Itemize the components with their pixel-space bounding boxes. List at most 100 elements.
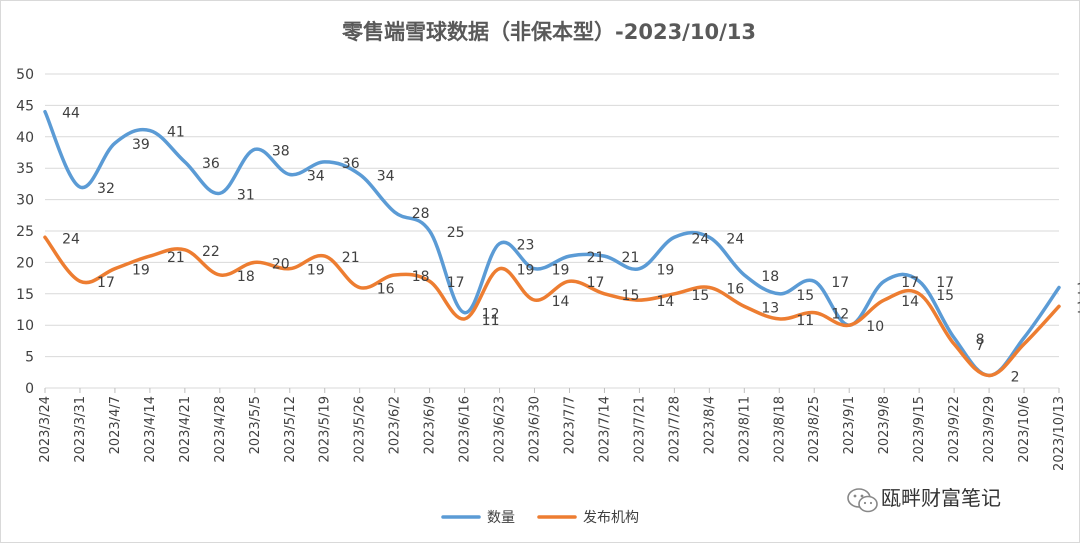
data-label: 41 bbox=[167, 125, 185, 141]
x-tick-label: 2023/3/24 bbox=[38, 396, 53, 463]
data-label: 12 bbox=[831, 307, 849, 323]
data-label: 44 bbox=[62, 106, 80, 122]
watermark-text: 瓯畔财富笔记 bbox=[881, 486, 1001, 510]
x-tick-label: 2023/6/9 bbox=[423, 396, 438, 454]
x-tick-label: 2023/4/7 bbox=[108, 396, 123, 454]
y-tick-label: 15 bbox=[16, 287, 34, 303]
data-label: 18 bbox=[761, 269, 779, 285]
y-tick-label: 20 bbox=[16, 255, 34, 271]
x-axis: 2023/3/24 2023/3/31 2023/4/7 2023/4/14 2023/… bbox=[38, 388, 1067, 471]
data-label: 19 bbox=[307, 263, 325, 279]
x-tick-label: 2023/9/15 bbox=[912, 396, 927, 463]
data-label: 15 bbox=[622, 288, 640, 304]
data-label: 11 bbox=[482, 313, 500, 329]
data-label: 25 bbox=[447, 225, 465, 241]
data-label: 24 bbox=[62, 231, 80, 247]
data-label: 22 bbox=[202, 244, 220, 260]
x-tick-label: 2023/5/26 bbox=[353, 396, 368, 463]
series-line-count bbox=[43, 109, 1061, 378]
x-tick-label: 2023/5/5 bbox=[248, 396, 263, 454]
x-tick-label: 2023/10/13 bbox=[1052, 396, 1067, 471]
data-label: 32 bbox=[97, 181, 115, 197]
data-label: 17 bbox=[97, 275, 115, 291]
data-label: 19 bbox=[552, 263, 570, 279]
data-label: 18 bbox=[412, 269, 430, 285]
legend-label: 发布机构 bbox=[583, 510, 639, 526]
x-tick-label: 2023/3/31 bbox=[73, 396, 88, 463]
data-label: 21 bbox=[342, 250, 360, 266]
data-label: 24 bbox=[691, 231, 709, 247]
data-label: 14 bbox=[901, 294, 919, 310]
x-tick-label: 2023/4/21 bbox=[178, 396, 193, 463]
x-tick-label: 2023/8/11 bbox=[737, 396, 752, 463]
data-label: 7 bbox=[976, 338, 985, 354]
data-label: 15 bbox=[691, 288, 709, 304]
data-label: 36 bbox=[202, 156, 220, 172]
x-tick-label: 2023/6/23 bbox=[493, 396, 508, 463]
y-tick-label: 0 bbox=[25, 381, 34, 397]
data-label: 24 bbox=[726, 231, 744, 247]
data-label: 17 bbox=[447, 275, 465, 291]
x-tick-label: 2023/4/14 bbox=[143, 396, 158, 463]
data-label: 14 bbox=[656, 294, 674, 310]
x-tick-label: 2023/7/7 bbox=[562, 396, 577, 454]
x-tick-label: 2023/9/1 bbox=[842, 396, 857, 454]
data-label: 17 bbox=[936, 275, 954, 291]
x-tick-label: 2023/5/19 bbox=[318, 396, 333, 463]
legend: 数量 发布机构 bbox=[441, 510, 639, 526]
data-label: 28 bbox=[412, 206, 430, 222]
y-tick-label: 40 bbox=[16, 130, 34, 146]
legend-label: 数量 bbox=[487, 510, 515, 526]
data-label: 2 bbox=[1011, 369, 1020, 385]
x-tick-label: 2023/9/29 bbox=[982, 396, 997, 463]
x-tick-label: 2023/6/16 bbox=[458, 396, 473, 463]
x-tick-label: 2023/8/25 bbox=[807, 396, 822, 463]
y-tick-label: 50 bbox=[16, 67, 34, 83]
data-label: 20 bbox=[272, 256, 290, 272]
data-label: 34 bbox=[377, 168, 395, 184]
data-label: 21 bbox=[587, 250, 605, 266]
x-tick-label: 2023/9/8 bbox=[877, 396, 892, 454]
y-tick-label: 35 bbox=[16, 161, 34, 177]
y-tick-label: 45 bbox=[16, 98, 34, 114]
data-label: 8 bbox=[976, 332, 985, 348]
data-label: 19 bbox=[656, 263, 674, 279]
gridlines bbox=[45, 73, 1059, 389]
data-label: 23 bbox=[517, 238, 535, 254]
series-lines bbox=[43, 109, 1061, 378]
x-tick-label: 2023/4/28 bbox=[213, 396, 228, 463]
data-label: 12 bbox=[482, 307, 500, 323]
data-label: 18 bbox=[237, 269, 255, 285]
x-tick-label: 2023/6/2 bbox=[388, 396, 403, 454]
data-label: 15 bbox=[796, 288, 814, 304]
x-tick-label: 2023/10/6 bbox=[1017, 396, 1032, 463]
data-label: 16 bbox=[377, 282, 395, 298]
wechat-icon bbox=[847, 488, 878, 513]
x-tick-label: 2023/8/18 bbox=[772, 396, 787, 463]
data-label: 31 bbox=[237, 187, 255, 203]
data-label: 21 bbox=[622, 250, 640, 266]
x-tick-label: 2023/9/22 bbox=[947, 396, 962, 463]
x-tick-label: 2023/7/14 bbox=[597, 396, 612, 463]
data-label: 19 bbox=[517, 263, 535, 279]
data-label: 13 bbox=[761, 300, 779, 316]
data-label: 10 bbox=[866, 319, 884, 335]
data-label: 13 bbox=[1076, 300, 1080, 316]
watermark: 瓯畔财富笔记 bbox=[847, 486, 1001, 513]
x-tick-label: 2023/7/21 bbox=[632, 396, 647, 463]
data-label: 11 bbox=[796, 313, 814, 329]
data-label: 21 bbox=[167, 250, 185, 266]
data-label: 38 bbox=[272, 143, 290, 159]
x-tick-label: 2023/8/4 bbox=[702, 396, 717, 454]
data-label: 15 bbox=[936, 288, 954, 304]
data-label: 36 bbox=[342, 156, 360, 172]
data-label: 34 bbox=[307, 168, 325, 184]
y-tick-label: 5 bbox=[25, 350, 34, 366]
data-label: 16 bbox=[726, 282, 744, 298]
x-tick-label: 2023/6/30 bbox=[528, 396, 543, 463]
series-line-issuers bbox=[43, 235, 1061, 378]
y-tick-label: 10 bbox=[16, 318, 34, 334]
